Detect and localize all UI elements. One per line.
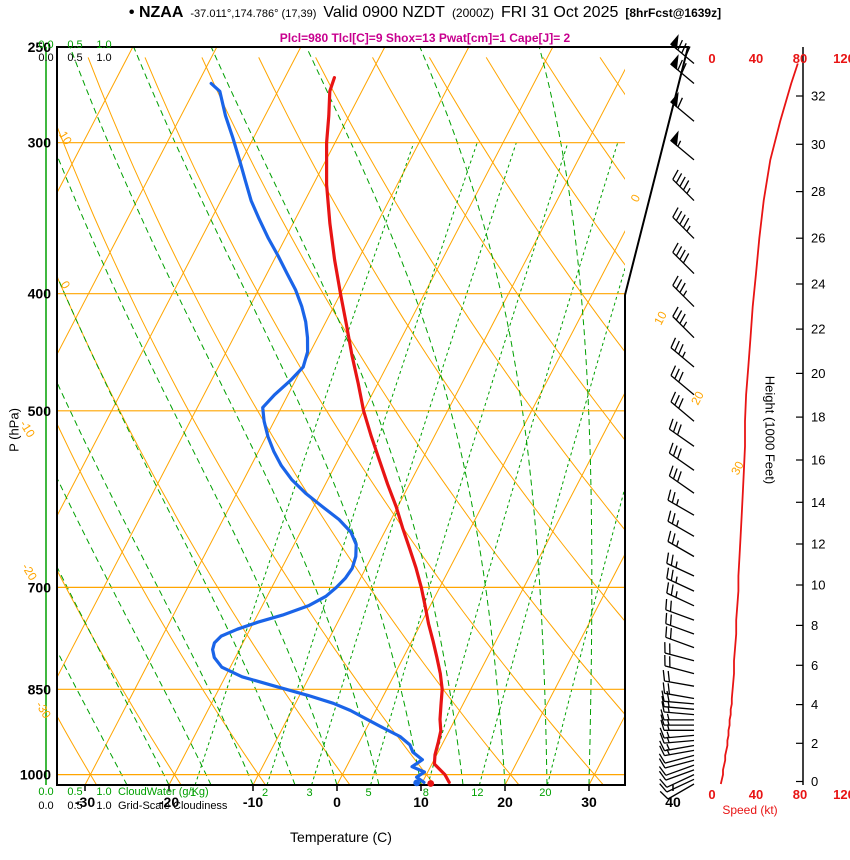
svg-text:12: 12: [471, 787, 483, 799]
stability-indices: Plcl=980 Tlcl[C]=9 Shox=13 Pwat[cm]=1 Ca…: [279, 31, 571, 45]
svg-text:-30: -30: [75, 794, 95, 810]
svg-text:20: 20: [539, 787, 551, 799]
forecast-tag: [8hrFcst@1639z]: [625, 6, 722, 20]
svg-text:24: 24: [811, 277, 825, 292]
svg-text:6: 6: [811, 658, 818, 673]
svg-text:10: 10: [413, 794, 429, 810]
svg-text:500: 500: [28, 403, 52, 419]
svg-text:0.5: 0.5: [67, 52, 82, 64]
pressure-axis-title: P (hPa): [6, 408, 22, 452]
station-coords: -37.011°,174.786° (17,39): [190, 8, 317, 20]
svg-text:30: 30: [581, 794, 597, 810]
svg-text:12: 12: [811, 537, 825, 552]
temperature-trace: [325, 75, 451, 785]
surface-temperature-marker: [427, 780, 435, 787]
svg-text:40: 40: [749, 787, 763, 802]
svg-text:250: 250: [28, 39, 52, 55]
dry-adiabat-lines: [57, 57, 625, 785]
svg-text:1.0: 1.0: [96, 52, 111, 64]
mixing-ratio-lines: [194, 142, 625, 785]
svg-text:1.0: 1.0: [96, 39, 111, 51]
svg-text:3: 3: [307, 787, 313, 799]
svg-text:0.5: 0.5: [67, 800, 82, 812]
speed-axis-labels: 0040408080120120: [708, 51, 850, 802]
svg-text:32: 32: [811, 89, 825, 104]
speed-axis-title: Speed (kt): [722, 803, 778, 817]
temperature-axis-title: Temperature (C): [290, 829, 392, 845]
svg-text:14: 14: [811, 495, 825, 510]
svg-text:28: 28: [811, 184, 825, 199]
svg-text:120: 120: [833, 787, 850, 802]
svg-text:10: 10: [811, 578, 825, 593]
bullet-icon: •: [128, 4, 135, 21]
svg-text:0.5: 0.5: [67, 39, 82, 51]
svg-text:0: 0: [708, 787, 715, 802]
svg-text:120: 120: [833, 51, 850, 66]
valid-time: Valid 0900 NZDT: [323, 4, 445, 21]
svg-text:18: 18: [811, 410, 825, 425]
svg-text:30: 30: [811, 137, 825, 152]
valid-date: FRI 31 Oct 2025: [500, 4, 619, 21]
svg-text:0: 0: [333, 794, 341, 810]
svg-text:40: 40: [749, 51, 763, 66]
svg-text:2: 2: [811, 736, 818, 751]
svg-text:-30: -30: [33, 699, 54, 721]
svg-text:850: 850: [28, 681, 52, 697]
header: • NZAA -37.011°,174.786° (17,39) Valid 0…: [0, 4, 850, 22]
svg-text:22: 22: [811, 322, 825, 337]
svg-text:8: 8: [811, 618, 818, 633]
svg-text:0: 0: [58, 278, 74, 291]
svg-text:0: 0: [628, 192, 644, 205]
svg-text:1.0: 1.0: [96, 786, 111, 798]
svg-text:10: 10: [651, 309, 670, 328]
svg-text:-10: -10: [243, 794, 263, 810]
svg-text:0.0: 0.0: [38, 800, 53, 812]
svg-text:80: 80: [793, 51, 807, 66]
surface-dewpoint-marker: [413, 779, 421, 787]
station-title: • NZAA: [128, 4, 184, 21]
svg-text:400: 400: [28, 286, 52, 302]
svg-text:26: 26: [811, 231, 825, 246]
pressure-tick-labels: 250 300 400 500 700 850 1000: [20, 39, 51, 783]
svg-text:20: 20: [811, 366, 825, 381]
svg-text:1.0: 1.0: [96, 800, 111, 812]
svg-text:700: 700: [28, 579, 52, 595]
mixing-ratio-labels: 1 2 3 5 8 12 20: [190, 787, 551, 799]
svg-text:16: 16: [811, 453, 825, 468]
svg-text:1: 1: [190, 787, 196, 799]
svg-text:40: 40: [665, 794, 681, 810]
cloudwater-scale: 0.00.00.00.00.50.50.50.51.01.01.01.0: [38, 39, 111, 812]
svg-text:8: 8: [423, 787, 429, 799]
svg-text:0.0: 0.0: [38, 52, 53, 64]
svg-text:0.5: 0.5: [67, 786, 82, 798]
svg-text:30: 30: [728, 459, 747, 478]
cloudwater-axis-title: CloudWater (g/Kg): [118, 786, 209, 798]
cloudiness-axis-title: Grid-Scale Cloudiness: [118, 800, 228, 812]
dewpoint-trace: [209, 81, 426, 785]
svg-text:300: 300: [28, 135, 52, 151]
wind-barbs: [658, 34, 695, 800]
moist-adiabat-lines: [57, 47, 593, 785]
plot-border: [56, 46, 690, 786]
height-axis-title: Height (1000 Feet): [762, 375, 778, 485]
svg-text:0: 0: [811, 774, 818, 789]
valid-zulu: (2000Z): [451, 6, 494, 20]
svg-text:0.0: 0.0: [38, 39, 53, 51]
isotherm-lines: [57, 47, 625, 785]
temperature-tick-labels: -30 -20 -10 0 10 20 30 40: [75, 785, 681, 810]
svg-text:4: 4: [811, 697, 818, 712]
svg-text:-20: -20: [159, 794, 179, 810]
wind-speed-curve: [719, 63, 799, 785]
svg-text:2: 2: [262, 787, 268, 799]
svg-text:0.0: 0.0: [38, 786, 53, 798]
svg-text:1000: 1000: [20, 767, 51, 783]
svg-text:5: 5: [366, 787, 372, 799]
svg-text:20: 20: [497, 794, 513, 810]
svg-text:0: 0: [708, 51, 715, 66]
svg-text:80: 80: [793, 787, 807, 802]
